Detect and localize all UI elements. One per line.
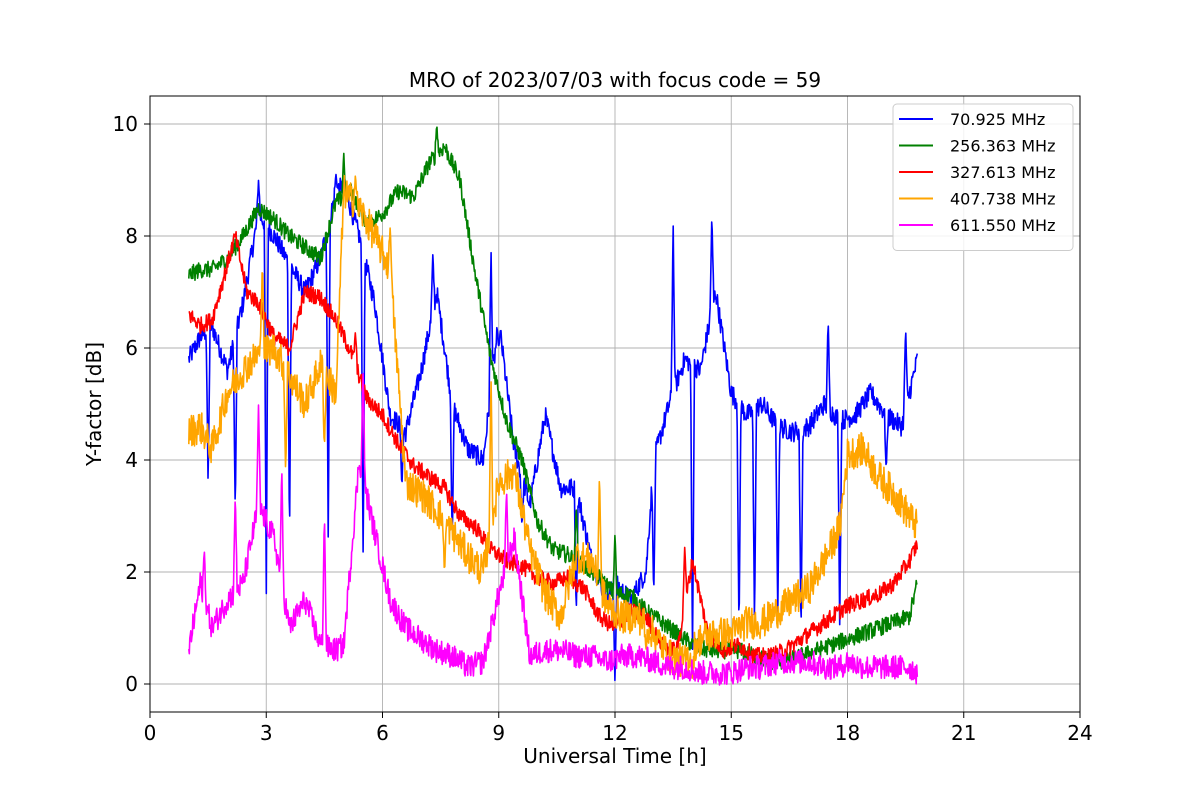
x-tick-label: 18 bbox=[835, 721, 860, 745]
x-tick-label: 21 bbox=[951, 721, 976, 745]
y-tick-label: 4 bbox=[125, 448, 138, 472]
x-tick-label: 12 bbox=[602, 721, 627, 745]
x-axis-label: Universal Time [h] bbox=[523, 744, 706, 768]
series-line-3 bbox=[188, 174, 919, 679]
y-tick-label: 6 bbox=[125, 336, 138, 360]
y-axis-label: Y-factor [dB] bbox=[82, 342, 106, 467]
x-tick-label: 6 bbox=[376, 721, 389, 745]
legend-label: 256.363 MHz bbox=[950, 137, 1055, 156]
legend-label: 327.613 MHz bbox=[950, 163, 1055, 182]
legend-box bbox=[892, 103, 1074, 251]
y-tick-label: 0 bbox=[125, 672, 138, 696]
y-tick-label: 8 bbox=[125, 224, 138, 248]
x-tick-label: 3 bbox=[260, 721, 273, 745]
y-tick-label: 10 bbox=[113, 112, 138, 136]
legend-label: 611.550 MHz bbox=[950, 216, 1055, 235]
x-tick-label: 24 bbox=[1067, 721, 1092, 745]
legend-label: 70.925 MHz bbox=[950, 110, 1045, 129]
x-tick-label: 15 bbox=[719, 721, 744, 745]
series-line-4 bbox=[188, 372, 919, 686]
x-tick-label: 0 bbox=[144, 721, 157, 745]
legend-label: 407.738 MHz bbox=[950, 190, 1055, 209]
chart-title: MRO of 2023/07/03 with focus code = 59 bbox=[409, 68, 821, 92]
x-tick-label: 9 bbox=[492, 721, 505, 745]
y-tick-label: 2 bbox=[125, 560, 138, 584]
legend: 70.925 MHz 256.363 MHz 327.613 MHz 407.738 … bbox=[892, 103, 1074, 251]
series-line-0 bbox=[188, 173, 919, 682]
series-line-2 bbox=[188, 231, 919, 665]
